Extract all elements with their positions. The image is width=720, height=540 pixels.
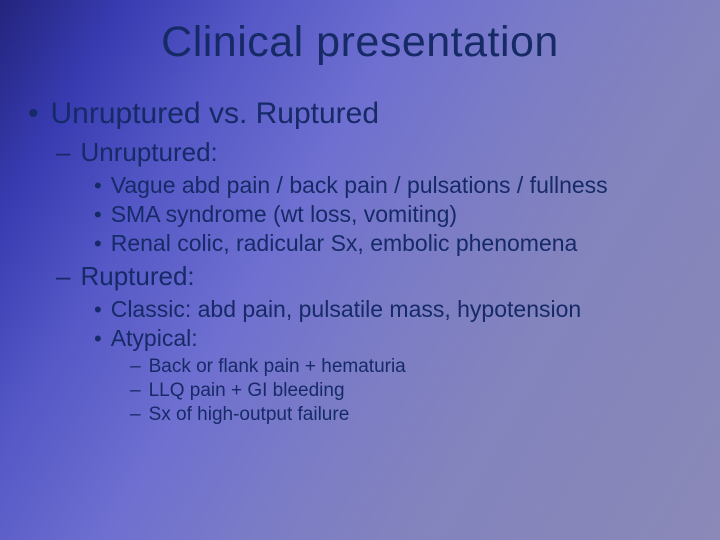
bullet-icon: • bbox=[94, 173, 102, 199]
level4-text: Back or flank pain + hematuria bbox=[149, 356, 406, 378]
bullet-icon: • bbox=[94, 326, 102, 352]
level2-item: – Unruptured: bbox=[56, 137, 692, 168]
level3-text: Classic: abd pain, pulsatile mass, hypot… bbox=[111, 296, 581, 323]
dash-icon: – bbox=[130, 380, 141, 402]
bullet-icon: • bbox=[94, 297, 102, 323]
level2-item: – Ruptured: bbox=[56, 261, 692, 292]
bullet-icon: • bbox=[94, 231, 102, 257]
slide-title: Clinical presentation bbox=[28, 18, 692, 67]
level1-item: • Unruptured vs. Ruptured bbox=[28, 97, 692, 131]
dash-icon: – bbox=[130, 356, 141, 378]
level4-item: – LLQ pain + GI bleeding bbox=[130, 380, 692, 402]
level3-item: • Vague abd pain / back pain / pulsation… bbox=[94, 172, 692, 199]
bullet-icon: • bbox=[28, 99, 39, 129]
level3-item: • Atypical: bbox=[94, 325, 692, 352]
level4-text: Sx of high-output failure bbox=[149, 404, 350, 426]
level4-item: – Sx of high-output failure bbox=[130, 404, 692, 426]
level3-text: Atypical: bbox=[111, 325, 198, 352]
level2-text: Unruptured: bbox=[80, 137, 217, 168]
level1-list: • Unruptured vs. Ruptured – Unruptured: … bbox=[28, 97, 692, 426]
level4-text: LLQ pain + GI bleeding bbox=[149, 380, 345, 402]
level3-item: • Renal colic, radicular Sx, embolic phe… bbox=[94, 230, 692, 257]
level3-item: • SMA syndrome (wt loss, vomiting) bbox=[94, 201, 692, 228]
dash-icon: – bbox=[56, 261, 70, 292]
level3-text: Vague abd pain / back pain / pulsations … bbox=[111, 172, 608, 199]
level3-list: • Classic: abd pain, pulsatile mass, hyp… bbox=[94, 296, 692, 426]
bullet-icon: • bbox=[94, 202, 102, 228]
level4-list: – Back or flank pain + hematuria – LLQ p… bbox=[130, 356, 692, 426]
level2-list: – Unruptured: • Vague abd pain / back pa… bbox=[56, 137, 692, 426]
dash-icon: – bbox=[56, 137, 70, 168]
level3-item: • Classic: abd pain, pulsatile mass, hyp… bbox=[94, 296, 692, 323]
level1-text: Unruptured vs. Ruptured bbox=[51, 97, 380, 131]
level2-text: Ruptured: bbox=[80, 261, 194, 292]
dash-icon: – bbox=[130, 404, 141, 426]
level3-list: • Vague abd pain / back pain / pulsation… bbox=[94, 172, 692, 257]
level4-item: – Back or flank pain + hematuria bbox=[130, 356, 692, 378]
level3-text: Renal colic, radicular Sx, embolic pheno… bbox=[111, 230, 578, 257]
level3-text: SMA syndrome (wt loss, vomiting) bbox=[111, 201, 457, 228]
